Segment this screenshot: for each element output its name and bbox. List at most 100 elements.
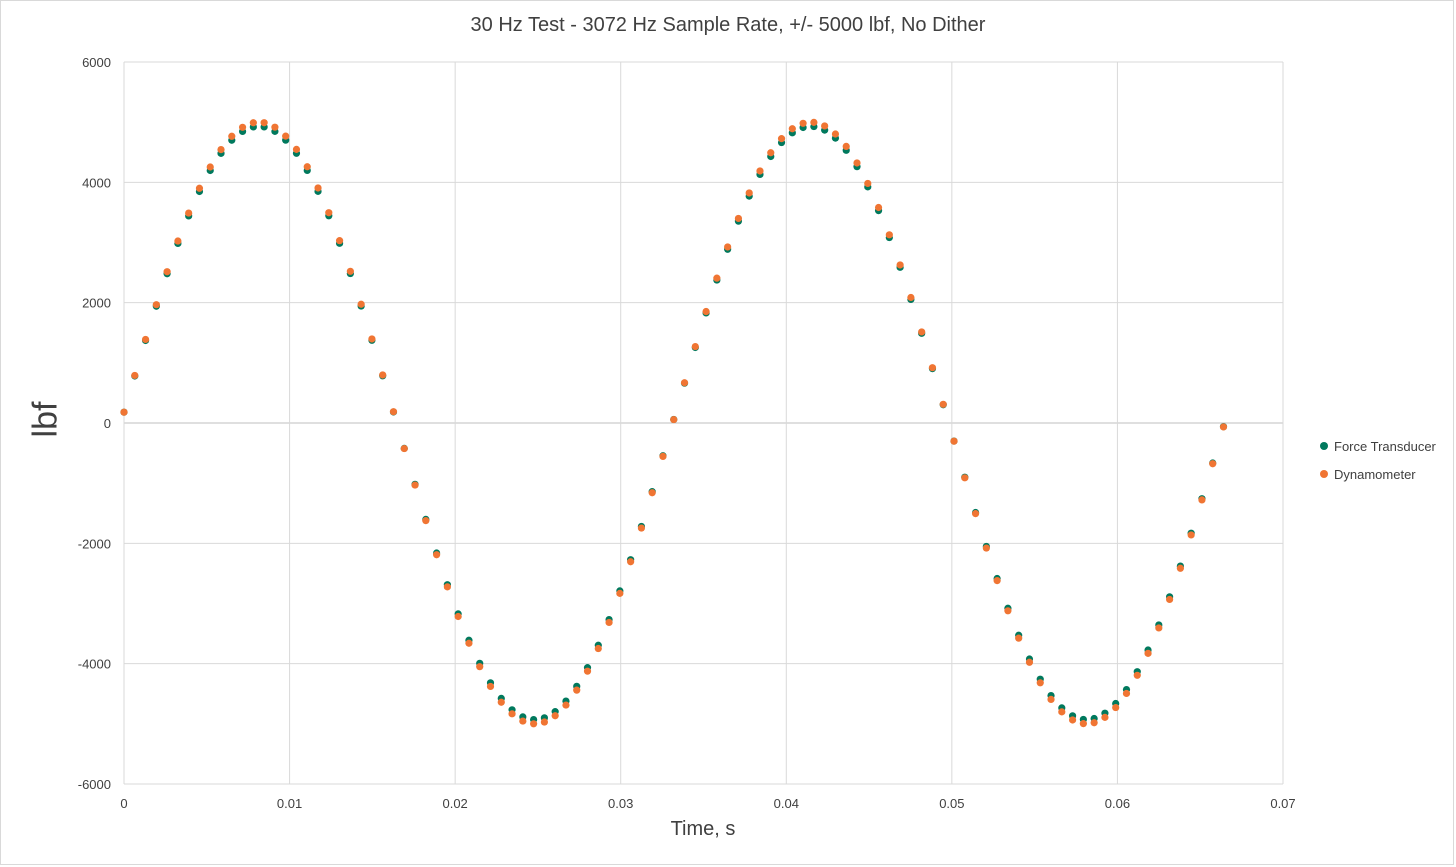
- data-point-dynamometer: [282, 132, 290, 140]
- data-point-dynamometer: [1058, 708, 1066, 716]
- data-point-dynamometer: [821, 122, 829, 130]
- x-tick-label: 0.07: [1270, 796, 1295, 811]
- legend-label-force-transducer: Force Transducer: [1334, 438, 1436, 454]
- data-point-dynamometer: [594, 644, 602, 653]
- data-point-dynamometer: [1101, 713, 1109, 721]
- x-axis-label: Time, s: [670, 818, 736, 840]
- data-point-dynamometer: [411, 481, 419, 489]
- data-point-dynamometer: [185, 209, 193, 217]
- chart-title: 30 Hz Test - 3072 Hz Sample Rate, +/- 50…: [470, 14, 986, 36]
- data-point-dynamometer: [1166, 595, 1174, 604]
- data-point-dynamometer: [627, 558, 635, 566]
- data-point-dynamometer: [939, 400, 947, 408]
- data-point-dynamometer: [896, 261, 904, 269]
- data-point-dynamometer: [454, 612, 462, 621]
- data-point-dynamometer: [422, 517, 430, 525]
- data-point-dynamometer: [1025, 658, 1034, 666]
- y-tick-label: -2000: [78, 536, 111, 551]
- data-point-dynamometer: [810, 118, 818, 126]
- data-point-dynamometer: [174, 237, 182, 245]
- data-point-dynamometer: [465, 639, 473, 647]
- data-point-dynamometer: [745, 189, 753, 197]
- data-point-dynamometer: [670, 415, 678, 424]
- x-tick-label: 0.06: [1105, 796, 1130, 811]
- data-point-dynamometer: [389, 408, 398, 416]
- data-point-dynamometer: [1112, 703, 1120, 712]
- data-point-dynamometer: [777, 135, 786, 143]
- data-point-dynamometer: [271, 123, 279, 131]
- data-point-dynamometer: [616, 589, 624, 597]
- data-point-dynamometer: [734, 214, 743, 223]
- data-point-dynamometer: [217, 145, 225, 154]
- data-point-dynamometer: [260, 119, 268, 127]
- data-point-dynamometer: [540, 718, 548, 726]
- data-point-dynamometer: [831, 130, 840, 138]
- data-point-dynamometer: [551, 712, 559, 720]
- data-point-dynamometer: [691, 342, 699, 351]
- data-point-dynamometer: [724, 243, 732, 251]
- data-point-dynamometer: [961, 474, 969, 482]
- y-tick-label: 4000: [82, 175, 111, 190]
- data-point-dynamometer: [476, 663, 484, 671]
- x-tick-label: 0.04: [774, 796, 799, 811]
- y-tick-label: -4000: [78, 657, 111, 672]
- data-point-dynamometer: [605, 618, 613, 627]
- data-point-dynamometer: [433, 551, 441, 559]
- data-point-dynamometer: [1209, 460, 1217, 468]
- x-tick-label: 0.01: [277, 796, 302, 811]
- data-point-dynamometer: [874, 203, 883, 212]
- data-point-dynamometer: [1047, 695, 1055, 704]
- data-point-dynamometer: [907, 293, 915, 302]
- data-point-dynamometer: [1198, 496, 1206, 504]
- data-point-dynamometer: [637, 524, 646, 532]
- data-point-dynamometer: [141, 335, 150, 344]
- data-point-dynamometer: [950, 437, 958, 445]
- data-point-dynamometer: [152, 301, 160, 309]
- data-point-dynamometer: [1155, 624, 1163, 632]
- data-point-dynamometer: [680, 379, 689, 387]
- data-point-dynamometer: [443, 583, 451, 591]
- data-point-dynamometer: [1004, 607, 1012, 615]
- y-tick-label: 6000: [82, 55, 111, 70]
- data-point-dynamometer: [885, 231, 893, 239]
- data-point-dynamometer: [131, 371, 139, 380]
- data-point-dynamometer: [767, 149, 775, 157]
- data-point-dynamometer: [583, 667, 592, 675]
- data-point-dynamometer: [1015, 634, 1023, 642]
- data-point-dynamometer: [928, 364, 937, 372]
- y-tick-label: 0: [104, 416, 111, 431]
- data-point-dynamometer: [368, 335, 376, 343]
- data-point-dynamometer: [1122, 689, 1131, 698]
- data-point-dynamometer: [1068, 716, 1077, 724]
- data-point-dynamometer: [303, 163, 311, 171]
- legend-item-dynamometer: Dynamometer: [1320, 460, 1436, 488]
- legend: Force Transducer Dynamometer: [1320, 432, 1436, 488]
- data-point-dynamometer: [573, 686, 581, 694]
- data-point-dynamometer: [346, 267, 354, 275]
- data-point-dynamometer: [314, 184, 322, 192]
- x-tick-label: 0.03: [608, 796, 633, 811]
- data-point-dynamometer: [497, 698, 505, 706]
- data-point-dynamometer: [292, 145, 301, 153]
- data-point-dynamometer: [325, 209, 333, 217]
- x-tick-label: 0.02: [442, 796, 467, 811]
- data-point-dynamometer: [519, 717, 527, 725]
- data-point-dynamometer: [799, 119, 807, 127]
- data-point-dynamometer: [486, 682, 495, 691]
- data-point-dynamometer: [530, 720, 538, 728]
- data-point-dynamometer: [971, 510, 980, 518]
- data-point-dynamometer: [1187, 531, 1195, 539]
- data-point-dynamometer: [206, 163, 214, 171]
- data-point-dynamometer: [842, 142, 850, 151]
- data-point-dynamometer: [1219, 423, 1228, 431]
- data-point-dynamometer: [228, 132, 236, 140]
- data-point-dynamometer: [713, 274, 721, 282]
- data-point-dynamometer: [648, 489, 656, 497]
- data-point-dynamometer: [238, 123, 247, 131]
- legend-marker-dynamometer: [1320, 470, 1328, 478]
- data-point-dynamometer: [249, 119, 257, 127]
- legend-item-force-transducer: Force Transducer: [1320, 432, 1436, 460]
- y-tick-label: 2000: [82, 296, 111, 311]
